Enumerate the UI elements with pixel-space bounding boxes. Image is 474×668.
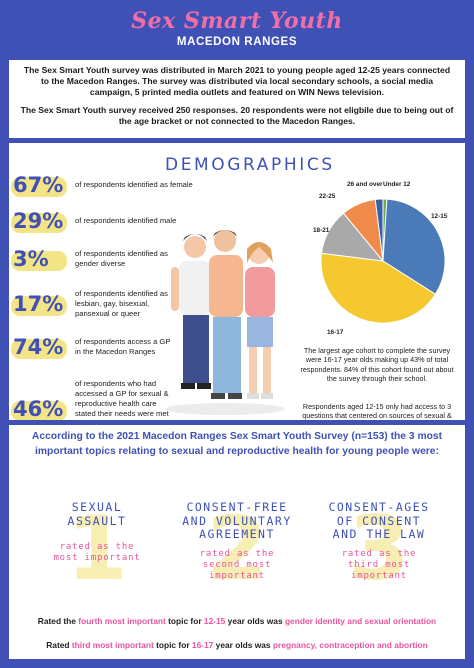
topic-rank: rated as the most important	[53, 542, 141, 563]
pie-label: 18-21	[313, 227, 330, 234]
pie-slice-16-17	[320, 252, 437, 324]
stat-item: 17% of respondents identified as lesbian…	[11, 289, 177, 319]
pie-slice-26-and-over	[374, 198, 384, 262]
stat-label: of respondents access a GP in the Macedo…	[75, 337, 171, 356]
topic-rank: rated as the second most important	[199, 548, 275, 581]
fourth-topic-line: Rated the fourth most important topic fo…	[37, 616, 437, 626]
demographics-title: DEMOGRAPHICS	[165, 155, 335, 175]
pie-label: 12-15	[431, 213, 448, 220]
topic-name: CONSENT-AGES OF CONSENT AND THE LAW	[328, 500, 430, 541]
stat-item: 74% of respondents access a GP in the Ma…	[11, 335, 177, 359]
demographics-card: DEMOGRAPHICS 67% of respondents identifi…	[9, 143, 465, 420]
stat-label: of respondents identified as lesbian, ga…	[75, 289, 168, 318]
topic-rank: rated as the third most important	[341, 548, 417, 581]
topic-item: 1 SEXUAL ASSAULT rated as the most impor…	[37, 500, 157, 592]
stat-item: 46% of respondents who had accessed a GP…	[11, 379, 177, 420]
stat-value: 17%	[11, 292, 75, 316]
pie-label: 26 and over	[347, 181, 383, 188]
pie-label: Under 12	[383, 181, 411, 188]
access-note: Respondents aged 12-15 only had access t…	[302, 402, 452, 420]
stat-value: 46%	[11, 397, 75, 420]
topic-item: 2 CONSENT-FREE AND VOLUNTARY AGREEMENT r…	[177, 500, 297, 592]
topic-name: SEXUAL ASSAULT	[67, 500, 127, 528]
stat-value: 67%	[11, 173, 75, 197]
topic-number: 2	[206, 497, 268, 600]
stat-item: 67% of respondents identified as female	[11, 173, 225, 197]
intro-paragraph: The Sex Smart Youth survey was distribut…	[23, 65, 451, 98]
stat-value: 74%	[11, 335, 75, 359]
topic-item: 3 CONSENT-AGES OF CONSENT AND THE LAW ra…	[319, 500, 439, 592]
stat-label: of respondents identified as female	[75, 180, 193, 189]
people-illustration	[165, 230, 285, 415]
topic-name: CONSENT-FREE AND VOLUNTARY AGREEMENT	[182, 500, 292, 541]
topic-number: 1	[66, 497, 128, 600]
stat-item: 29% of respondents identified male	[11, 209, 225, 233]
pie-svg	[320, 198, 446, 324]
age-pie-chart: 26 and over 22-25 Under 12 12-15 18-21 1…	[273, 173, 463, 348]
pie-label: 22-25	[319, 193, 336, 200]
topics-heading: According to the 2021 Macedon Ranges Sex…	[31, 431, 443, 457]
third-topic-line: Rated third most important topic for 16-…	[46, 640, 428, 650]
topics-card: According to the 2021 Macedon Ranges Sex…	[9, 425, 465, 659]
page-subtitle: MACEDON RANGES	[176, 36, 298, 48]
age-cohort-note: The largest age cohort to complete the s…	[300, 346, 454, 384]
stat-value: 3%	[11, 247, 75, 271]
topic-number: 3	[348, 497, 410, 600]
stat-label: of respondents identified as gender dive…	[75, 249, 168, 268]
page-title: Sex Smart Youth	[131, 8, 343, 34]
intro-paragraph: The Sex Smart Youth survey received 250 …	[20, 104, 454, 126]
stat-label: of respondents identified male	[75, 216, 177, 225]
stat-label: of respondents who had accessed a GP for…	[75, 379, 169, 420]
pie-label: 16-17	[327, 329, 344, 336]
stat-value: 29%	[11, 209, 75, 233]
stat-item: 3% of respondents identified as gender d…	[11, 247, 177, 271]
intro-card: The Sex Smart Youth survey was distribut…	[9, 60, 465, 138]
